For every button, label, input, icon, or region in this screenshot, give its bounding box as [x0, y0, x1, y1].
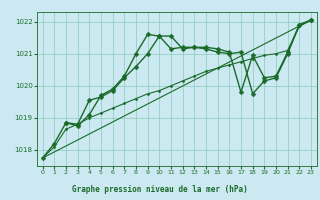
Text: Graphe pression niveau de la mer (hPa): Graphe pression niveau de la mer (hPa) — [72, 185, 248, 194]
